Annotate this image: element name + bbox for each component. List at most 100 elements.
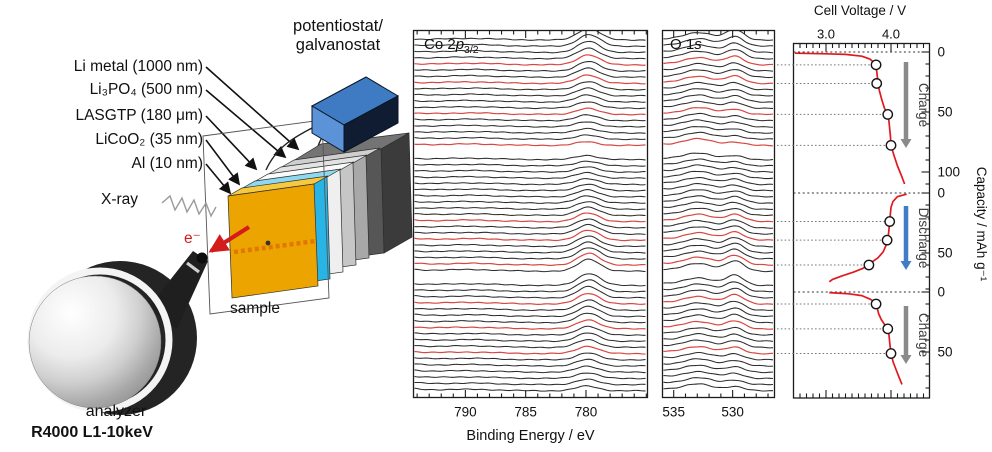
o1s-spectra-panel: 535 530: [661, 29, 776, 420]
label-lasgtp: LASGTP (180 μm): [75, 107, 203, 124]
xps-trace: [414, 378, 646, 386]
arrow-li-metal: [205, 66, 300, 151]
capacity-tick-label: 0: [938, 285, 946, 300]
xps-trace-highlight: [663, 55, 774, 66]
xps-trace: [663, 207, 774, 216]
co2p-title-prefix: Co 2: [424, 36, 456, 53]
co2p-title-sub: 3/2: [464, 44, 479, 56]
xps-trace: [663, 152, 774, 161]
xps-trace: [663, 307, 774, 317]
xps-trace-highlight: [663, 74, 774, 85]
xps-trace: [663, 339, 774, 349]
xps-trace: [663, 126, 774, 134]
xps-trace-highlight: [414, 252, 646, 266]
xps-trace: [414, 40, 646, 54]
xps-trace: [663, 131, 774, 140]
xps-trace: [663, 351, 774, 361]
xps-trace: [414, 247, 646, 260]
xps-trace: [414, 94, 646, 103]
stack-holder-side: [380, 132, 413, 254]
xps-trace-highlight: [414, 212, 646, 223]
xps-trace: [663, 358, 774, 367]
xps-trace: [663, 377, 774, 386]
voltage-ticks: [799, 43, 925, 398]
xps-trace: [414, 201, 646, 211]
xps-trace: [663, 49, 774, 60]
voltage-marker: [871, 78, 883, 89]
co2p_xps-frame: [412, 29, 649, 399]
o1s_xps-frame: [661, 29, 776, 399]
xps-trace: [414, 312, 646, 324]
xray-spot-dot: [265, 240, 271, 246]
xps-trace-highlight: [414, 345, 646, 355]
xps-trace: [414, 160, 646, 167]
label-li-metal: Li metal (1000 nm): [73, 58, 203, 75]
xps-trace: [414, 352, 646, 361]
analyzer-graphic: [27, 251, 208, 415]
voltage-curve-1: [828, 193, 907, 283]
xps-trace: [414, 223, 646, 235]
xps-trace-highlight: [414, 74, 646, 85]
xps-trace: [663, 383, 774, 392]
xps-trace-highlight: [663, 254, 774, 266]
xps-trace: [414, 206, 646, 217]
o1s_xps-tick-label: 535: [662, 405, 685, 420]
xps-trace-highlight: [663, 346, 774, 355]
o1s_xps-ticks: [673, 30, 769, 398]
capacity-tick-label: 50: [938, 345, 953, 360]
xps-trace: [414, 325, 646, 336]
xps-trace: [414, 235, 646, 248]
xps-trace-highlight: [414, 54, 646, 66]
electron-arrow: [208, 225, 251, 253]
co2p-spectra-panel: 790 785 780: [412, 29, 649, 420]
xps-trace: [663, 88, 774, 97]
capacity-tick-label: 50: [938, 105, 953, 120]
arrow-licoo2: [205, 139, 241, 186]
xps-trace: [663, 225, 774, 235]
xps-trace: [414, 154, 646, 161]
voltage-marker: [870, 59, 882, 71]
voltage-marker: [884, 216, 896, 227]
label-potentiostat-line2: galvanostat: [295, 36, 381, 54]
xps-trace: [663, 326, 774, 336]
stack-layer-al-front: [227, 183, 319, 299]
xps-trace: [663, 176, 774, 186]
label-potentiostat-line1: potentiostat/: [293, 17, 383, 35]
voltage-marker: [882, 323, 894, 335]
capacity-tick-label: 50: [938, 246, 953, 261]
analyzer-snout-tip: [196, 252, 208, 264]
xps-trace: [414, 365, 646, 374]
voltage-marker: [881, 234, 893, 246]
xps-trace: [414, 30, 646, 41]
label-li3po4: Li₃PO₄ (500 nm): [89, 81, 203, 98]
xps-trace: [663, 364, 773, 374]
xps-trace: [663, 201, 774, 210]
xps-trace-highlight: [663, 293, 774, 305]
co2p_xps-traces: [414, 30, 646, 392]
xps-trace: [414, 34, 646, 48]
wire-1: [265, 125, 317, 171]
xps-trace-highlight: [414, 107, 646, 116]
charge-label: Charge: [916, 313, 931, 357]
co2p_xps-tick-label: 785: [514, 405, 537, 420]
label-analyzer: analyzer: [85, 403, 147, 420]
voltage-curve-2: [829, 291, 903, 385]
xps-trace: [663, 237, 774, 248]
xps-trace: [414, 195, 646, 204]
xps-trace-highlight: [414, 319, 646, 330]
layer-label-arrows: [205, 66, 300, 195]
xps-trace: [663, 119, 774, 128]
xps-trace: [663, 100, 774, 109]
xps-trace: [663, 30, 774, 41]
xps-trace: [414, 279, 646, 293]
xps-trace: [663, 274, 774, 287]
voltage-tick-label: 3.0: [817, 27, 835, 42]
xps-trace-highlight: [414, 293, 646, 306]
o1s-panel-title: O 1s: [670, 36, 702, 56]
xps-trace: [663, 158, 774, 167]
xps-trace: [663, 287, 774, 299]
xps-trace: [414, 166, 646, 173]
xps-trace: [414, 273, 646, 287]
xray-squiggle-icon: [161, 194, 217, 218]
